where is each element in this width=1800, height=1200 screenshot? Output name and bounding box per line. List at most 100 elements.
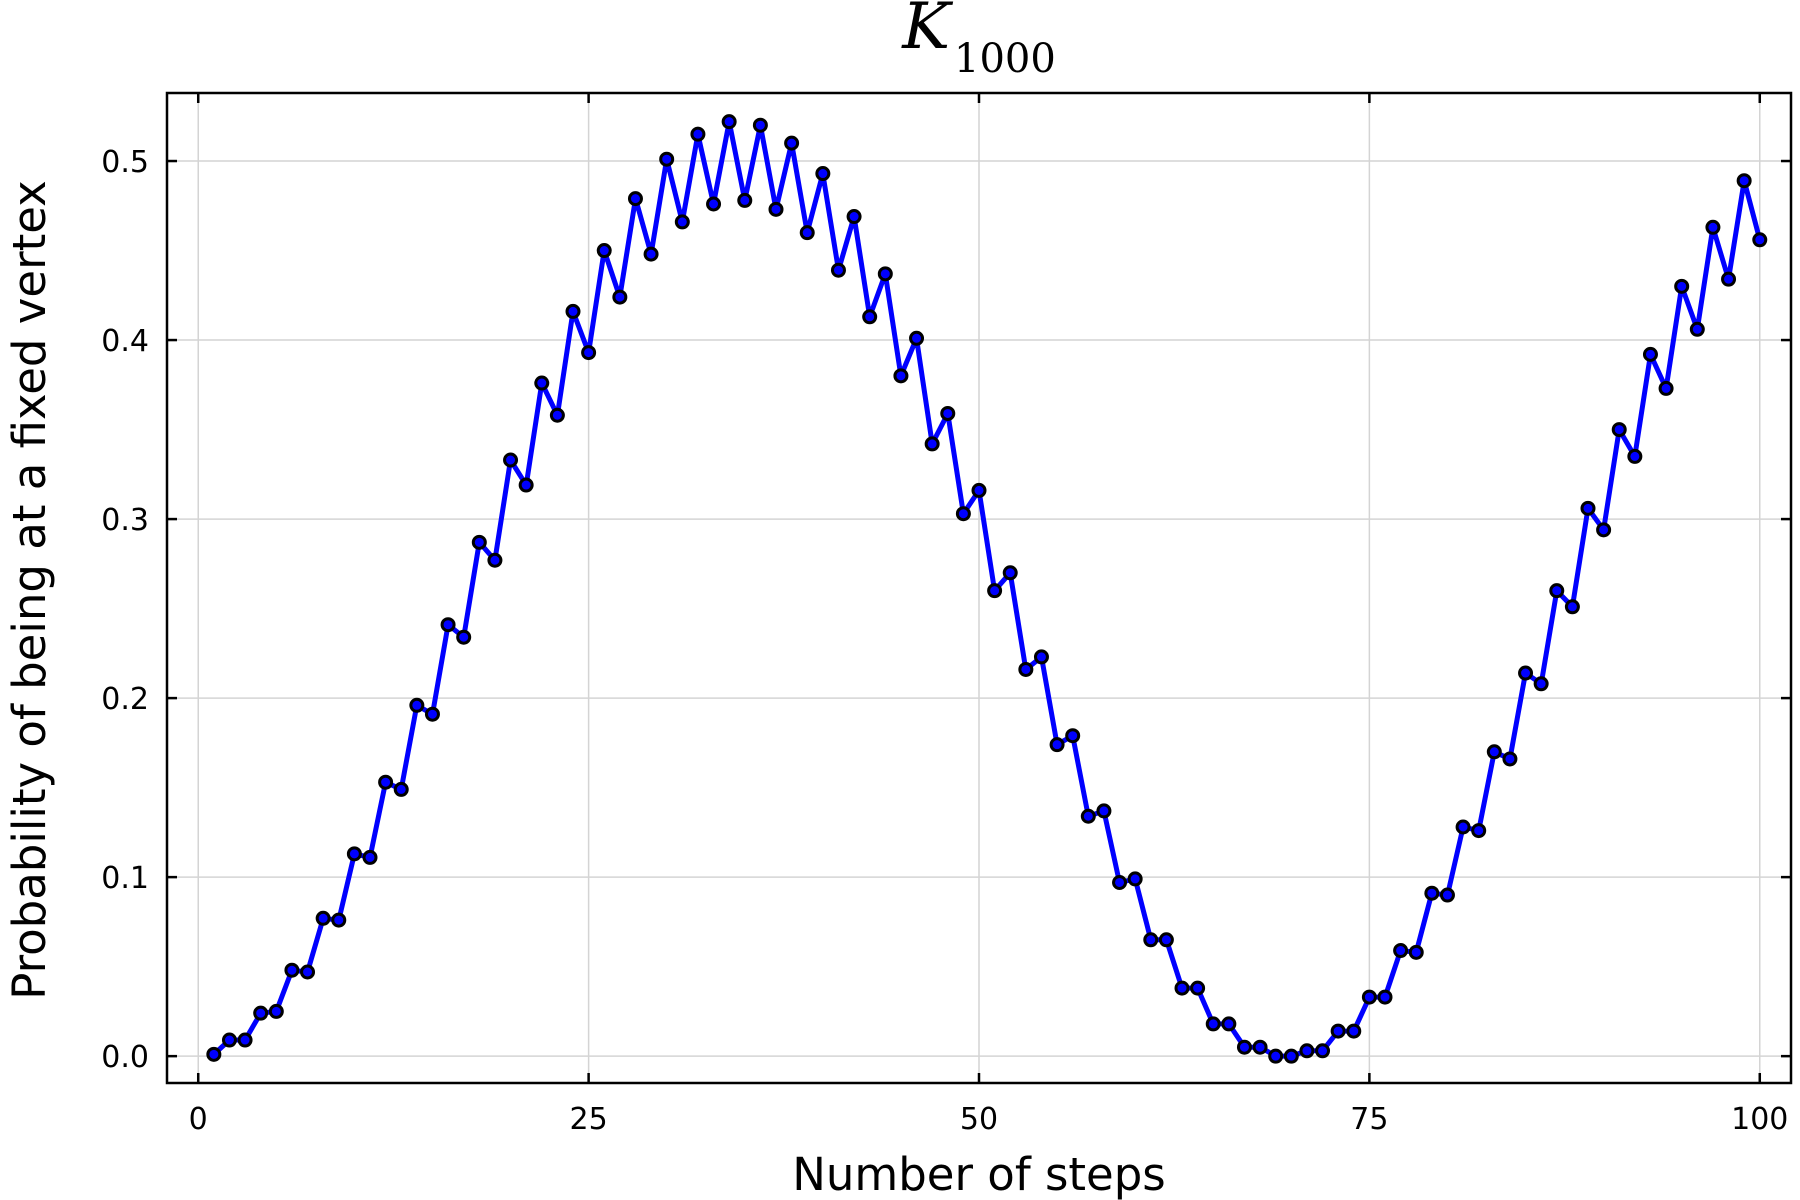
x-tick-label: 100 [1731,1102,1788,1137]
data-point [1393,943,1409,959]
data-point [1330,1023,1346,1039]
data-point [1315,1043,1331,1059]
data-point [315,910,331,926]
data-point [1112,874,1128,890]
data-point [1127,871,1143,887]
data-point [612,289,628,305]
data-point [1627,448,1643,464]
data-point [971,482,987,498]
data-point [1533,676,1549,692]
tick-layer: 0 25 50 75 100 0.0 0.1 0.2 0.3 0.4 0.5 [101,93,1791,1137]
data-point [206,1046,222,1062]
data-point [1486,744,1502,760]
data-point [893,368,909,384]
data-point [1377,989,1393,1005]
y-axis-label: Probability of being at a fixed vertex [3,180,56,1000]
data-point [1221,1016,1237,1032]
data-point [378,774,394,790]
data-point [690,126,706,142]
data-point [1299,1043,1315,1059]
data-point [1096,803,1112,819]
data-point [1752,232,1768,248]
data-point [737,192,753,208]
data-point [1611,422,1627,438]
data-point [1596,522,1612,538]
data-point [830,262,846,278]
data-point [1190,980,1206,996]
data-point [1002,565,1018,581]
data-point [1424,885,1440,901]
data-point [1033,649,1049,665]
data-point [1205,1016,1221,1032]
data-point [1721,271,1737,287]
data-point [1236,1039,1252,1055]
data-point [1408,944,1424,960]
series-layer [206,114,1768,1064]
x-tick-label: 75 [1350,1102,1388,1137]
data-point [549,407,565,423]
data-point [643,246,659,262]
series-line [212,119,1763,1059]
data-point [424,706,440,722]
data-point [1158,932,1174,948]
data-point [1658,380,1674,396]
data-point [596,243,612,259]
data-point [706,196,722,212]
data-point [1549,583,1565,599]
data-point [1502,751,1518,767]
data-point [627,191,643,207]
data-point [1018,661,1034,677]
y-tick-label: 0.4 [101,324,149,359]
data-point [1705,219,1721,235]
data-point [1361,989,1377,1005]
data-point [456,629,472,645]
data-point [300,964,316,980]
data-point [253,1005,269,1021]
data-point [659,151,675,167]
data-point [471,534,487,550]
data-point [346,846,362,862]
data-point [362,849,378,865]
data-point [1736,173,1752,189]
data-point [815,166,831,182]
data-point [1143,932,1159,948]
data-point [955,506,971,522]
data-point [503,452,519,468]
data-point [1642,346,1658,362]
data-point [1346,1023,1362,1039]
chart-title-main: K [901,0,953,64]
x-axis-label: Number of steps [792,1148,1166,1200]
data-point [534,375,550,391]
data-point [862,309,878,325]
data-point [1283,1048,1299,1064]
data-point [1580,500,1596,516]
data-point [409,697,425,713]
data-point [1674,278,1690,294]
chart-title-subscript: 1000 [954,36,1056,82]
y-tick-label: 0.1 [101,861,149,896]
data-point [846,209,862,225]
data-point [1439,887,1455,903]
x-tick-label: 25 [570,1102,608,1137]
data-point [237,1032,253,1048]
data-point [581,345,597,361]
data-point [674,214,690,230]
data-point [393,781,409,797]
y-tick-label: 0.2 [101,682,149,717]
data-point [1564,599,1580,615]
data-point [909,330,925,346]
data-point [799,225,815,241]
data-point [1455,819,1471,835]
data-point [487,552,503,568]
data-point [1080,808,1096,824]
data-point [1518,665,1534,681]
data-point [1174,980,1190,996]
data-point [1471,823,1487,839]
data-point [1065,728,1081,744]
y-tick-label: 0.3 [101,503,149,538]
grid-layer [167,93,1791,1083]
x-tick-label: 50 [960,1102,998,1137]
data-point [768,201,784,217]
y-tick-label: 0.0 [101,1040,149,1075]
